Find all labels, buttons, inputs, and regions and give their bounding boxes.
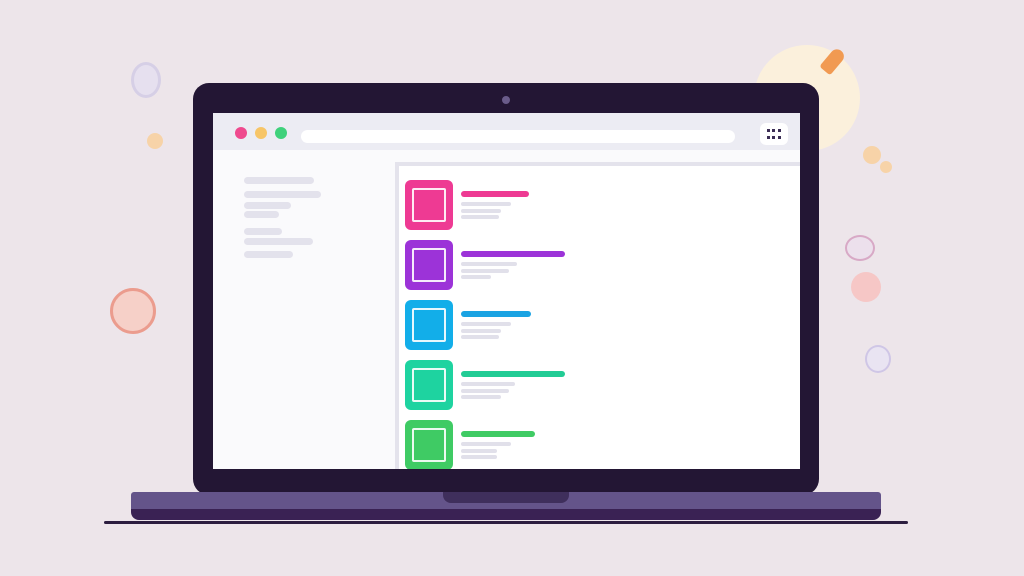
maximize-window-button[interactable] xyxy=(275,127,287,139)
image-placeholder-icon xyxy=(405,180,453,230)
item-title xyxy=(461,251,565,257)
bubble-decoration xyxy=(865,345,891,373)
sidebar-item[interactable] xyxy=(244,177,314,184)
item-subtitle xyxy=(461,262,517,266)
item-subtitle xyxy=(461,202,511,206)
browser-toolbar xyxy=(213,113,800,150)
item-subtitle xyxy=(461,329,501,333)
list-item[interactable] xyxy=(405,420,800,469)
dot-decoration xyxy=(147,133,163,149)
item-subtitle xyxy=(461,395,501,399)
sidebar-item[interactable] xyxy=(244,191,321,198)
heart-decoration xyxy=(110,288,156,334)
list-item[interactable] xyxy=(405,360,800,412)
list-item[interactable] xyxy=(405,180,800,232)
item-title xyxy=(461,431,535,437)
item-subtitle xyxy=(461,382,515,386)
dot-decoration xyxy=(880,161,892,173)
image-placeholder-icon xyxy=(405,420,453,469)
item-title xyxy=(461,371,565,377)
laptop-notch xyxy=(443,492,569,503)
image-placeholder-icon xyxy=(405,300,453,350)
item-title xyxy=(461,191,529,197)
sidebar-item[interactable] xyxy=(244,202,291,209)
laptop-screen xyxy=(213,113,800,469)
menu-grid-icon xyxy=(767,129,781,132)
bubble-decoration xyxy=(131,62,161,98)
item-subtitle xyxy=(461,442,511,446)
sidebar-item[interactable] xyxy=(244,211,279,218)
item-subtitle xyxy=(461,269,509,273)
sidebar-item[interactable] xyxy=(244,251,293,258)
item-subtitle xyxy=(461,449,497,453)
blob-decoration xyxy=(851,272,881,302)
sidebar-item[interactable] xyxy=(244,228,282,235)
item-subtitle xyxy=(461,455,497,459)
minimize-window-button[interactable] xyxy=(255,127,267,139)
item-subtitle xyxy=(461,335,499,339)
dot-decoration xyxy=(863,146,881,164)
image-placeholder-icon xyxy=(405,240,453,290)
address-bar[interactable] xyxy=(301,130,735,143)
close-window-button[interactable] xyxy=(235,127,247,139)
content-list xyxy=(395,162,800,469)
item-subtitle xyxy=(461,389,509,393)
item-subtitle xyxy=(461,322,511,326)
item-subtitle xyxy=(461,275,491,279)
list-item[interactable] xyxy=(405,300,800,352)
laptop-shadow xyxy=(104,521,908,524)
menu-button[interactable] xyxy=(760,123,788,145)
camera-icon xyxy=(502,96,510,104)
item-title xyxy=(461,311,531,317)
sidebar-item[interactable] xyxy=(244,238,313,245)
menu-grid-icon xyxy=(767,136,781,139)
bubble-decoration xyxy=(845,235,875,261)
list-item[interactable] xyxy=(405,240,800,292)
image-placeholder-icon xyxy=(405,360,453,410)
item-subtitle xyxy=(461,215,499,219)
item-subtitle xyxy=(461,209,501,213)
